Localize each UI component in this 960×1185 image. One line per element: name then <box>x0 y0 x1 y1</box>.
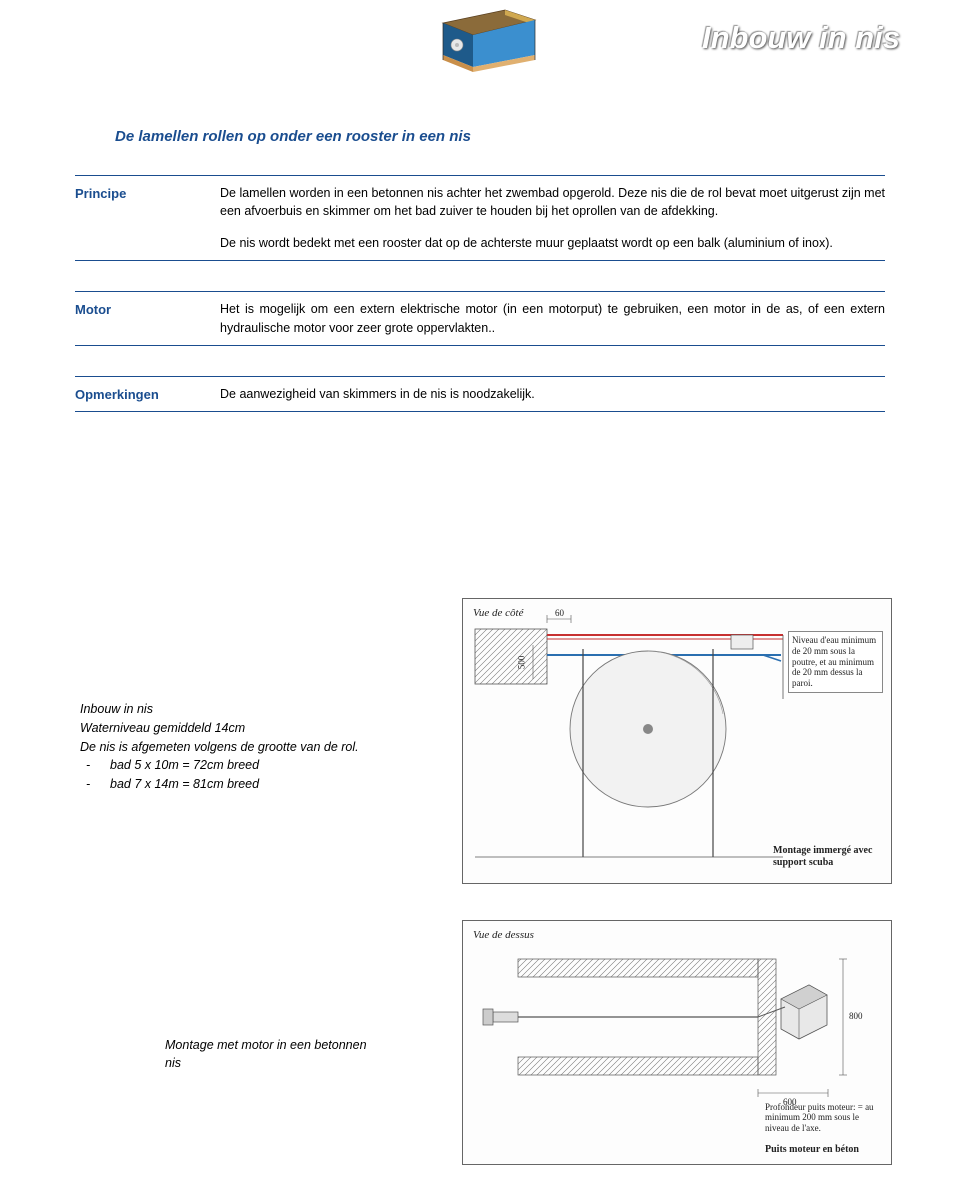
figure-title: Vue de dessus <box>473 929 534 941</box>
section-principe: Principe De lamellen worden in een beton… <box>75 175 885 261</box>
note-line: Waterniveau gemiddeld 14cm <box>80 719 440 738</box>
page-title: Inbouw in nis <box>702 20 900 56</box>
note-line: Inbouw in nis <box>80 700 440 719</box>
montage-caption: Montage met motor in een betonnen nis <box>165 1036 385 1072</box>
pool-niche-icon <box>435 5 540 75</box>
subtitle: De lamellen rollen op onder een rooster … <box>115 128 471 145</box>
dim-label: 60 <box>555 608 564 619</box>
section-body: De aanwezigheid van skimmers in de nis i… <box>220 385 885 403</box>
depth-note: Profondeur puits moteur: = au minimum 20… <box>765 1102 883 1134</box>
figure-title: Vue de côté <box>473 607 524 619</box>
figure-side-view: Vue de côté 60 500 Niveau <box>462 598 892 884</box>
dimensions-list: bad 5 x 10m = 72cm breed bad 7 x 14m = 8… <box>80 756 440 794</box>
content-sections: Principe De lamellen worden in een beton… <box>75 175 885 412</box>
pit-note: Puits moteur en béton <box>765 1144 883 1156</box>
section-label: Motor <box>75 300 220 336</box>
section-label: Opmerkingen <box>75 385 220 403</box>
note-line: De nis is afgemeten volgens de grootte v… <box>80 738 440 757</box>
section-motor: Motor Het is mogelijk om een extern elek… <box>75 291 885 345</box>
section-body: De lamellen worden in een betonnen nis a… <box>220 184 885 252</box>
section-label: Principe <box>75 184 220 252</box>
section-body: Het is mogelijk om een extern elektrisch… <box>220 300 885 336</box>
figure-top-view: Vue de dessus 800 600 Profondeur p <box>462 920 892 1165</box>
list-item: bad 7 x 14m = 81cm breed <box>110 775 440 794</box>
dim-label: 500 <box>516 656 527 670</box>
mounting-note: Montage immergé avec support scuba <box>773 845 883 869</box>
dimensions-note: Inbouw in nis Waterniveau gemiddeld 14cm… <box>80 700 440 794</box>
section-opmerkingen: Opmerkingen De aanwezigheid van skimmers… <box>75 376 885 412</box>
list-item: bad 5 x 10m = 72cm breed <box>110 756 440 775</box>
dim-label: 800 <box>849 1011 863 1022</box>
water-level-note: Niveau d'eau minimum de 20 mm sous la po… <box>788 631 883 693</box>
paragraph: De lamellen worden in een betonnen nis a… <box>220 184 885 220</box>
paragraph: De nis wordt bedekt met een rooster dat … <box>220 234 885 252</box>
paragraph: De aanwezigheid van skimmers in de nis i… <box>220 385 885 403</box>
header: Inbouw in nis <box>0 0 960 115</box>
paragraph: Het is mogelijk om een extern elektrisch… <box>220 300 885 336</box>
